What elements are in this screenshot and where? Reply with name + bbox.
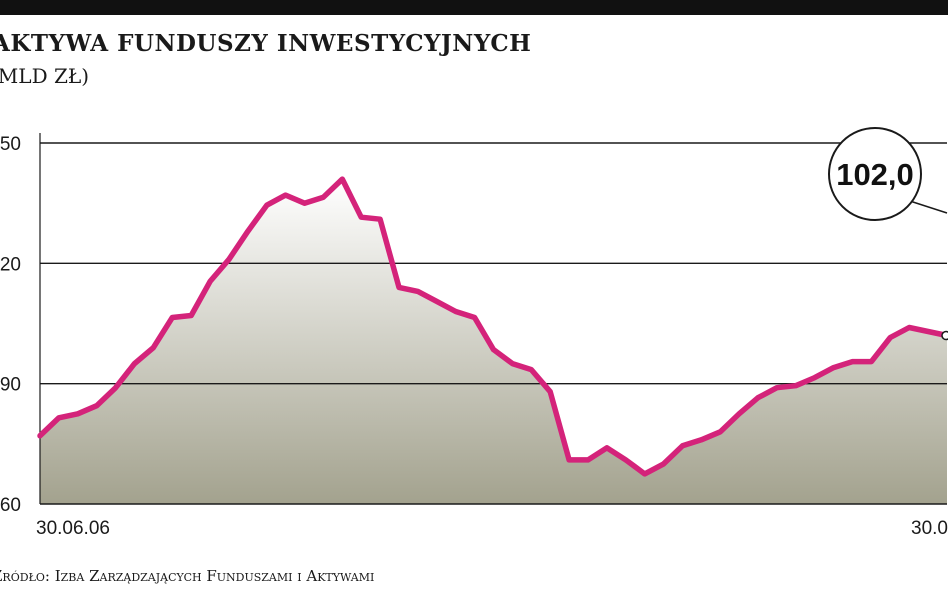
axis-labels-layer: 150 120 90 60 30.06.06 30.06.10 [0, 134, 948, 539]
x-tick-label: 30.06.10 [911, 518, 948, 539]
callout-value: 102,0 [836, 157, 914, 192]
source-note: Źródło: Izba Zarządzających Funduszami i… [0, 567, 375, 585]
chart-title: AKTYWA FUNDUSZY INWESTYCYJNYCH [0, 30, 532, 57]
y-tick-label: 60 [0, 495, 21, 516]
x-tick-label: 30.06.06 [36, 518, 110, 539]
area-fill [40, 179, 947, 504]
chart: 150 120 90 60 30.06.06 30.06.10 102,0 [0, 127, 948, 539]
callout-circle [828, 127, 922, 221]
end-marker [941, 330, 948, 341]
y-tick-label: 90 [0, 375, 21, 396]
line-layer [37, 176, 948, 477]
top-bar [0, 0, 948, 15]
chart-unit: (MLD ZŁ) [0, 64, 90, 88]
area-fill-layer [40, 179, 947, 504]
callout-layer: 102,0 [828, 127, 948, 341]
series-line [37, 176, 948, 477]
y-tick-label: 120 [0, 254, 21, 275]
callout-connector [911, 200, 948, 214]
y-tick-label: 150 [0, 134, 21, 155]
